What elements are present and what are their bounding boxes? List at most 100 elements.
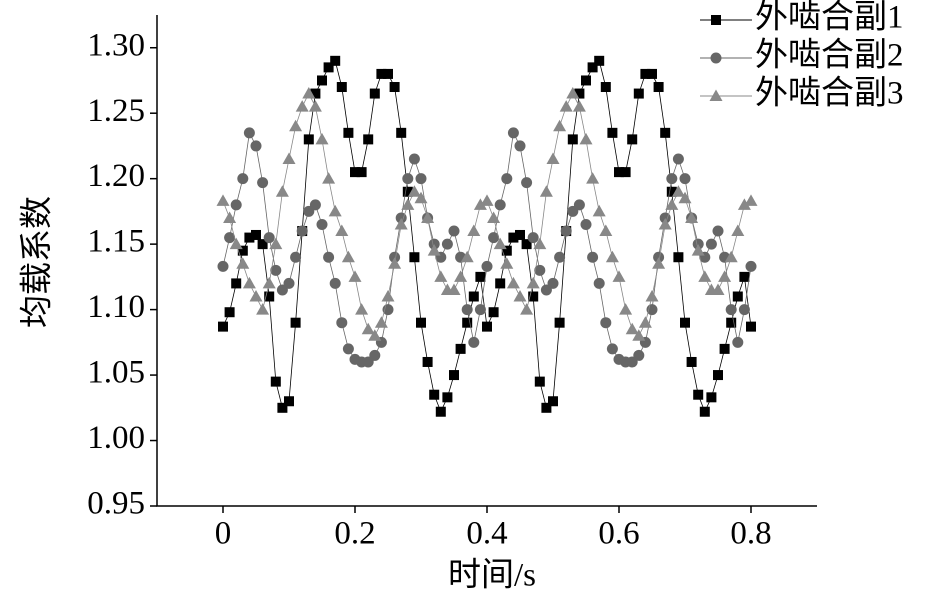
marker (460, 250, 474, 263)
marker (718, 270, 732, 282)
marker (323, 251, 335, 263)
marker (224, 307, 235, 318)
marker (593, 277, 605, 289)
marker (428, 238, 440, 250)
marker (713, 370, 723, 381)
marker (482, 321, 492, 332)
marker (731, 224, 745, 237)
marker (342, 343, 354, 355)
marker (369, 349, 381, 361)
marker (290, 251, 302, 263)
marker (737, 198, 751, 210)
axes (156, 15, 817, 507)
marker (475, 271, 486, 282)
marker (427, 244, 441, 256)
marker (257, 239, 268, 250)
marker (401, 198, 415, 210)
marker (513, 290, 527, 302)
marker (468, 336, 480, 348)
marker (712, 225, 724, 237)
marker (673, 252, 684, 263)
marker (508, 232, 519, 243)
marker (645, 290, 659, 302)
marker (295, 100, 309, 112)
marker (474, 304, 486, 316)
marker (323, 62, 334, 73)
x-tick-label: 0.2 (334, 516, 375, 552)
marker (653, 82, 664, 93)
marker (528, 291, 539, 302)
marker (605, 250, 619, 263)
marker (316, 218, 328, 230)
marker (223, 211, 237, 223)
marker (606, 343, 618, 355)
x-tick-label: 0.6 (598, 516, 639, 552)
marker (580, 218, 592, 230)
marker (574, 88, 585, 99)
marker (500, 257, 514, 269)
marker (506, 276, 520, 289)
legend-label: 外啮合副1 (755, 0, 904, 36)
marker (614, 167, 624, 178)
marker (625, 322, 639, 335)
marker (746, 321, 756, 332)
marker (653, 251, 665, 263)
marker (607, 127, 618, 138)
marker (224, 232, 236, 244)
marker (640, 68, 651, 79)
marker (494, 199, 506, 211)
marker (666, 173, 678, 185)
marker (329, 277, 341, 289)
y-axis-label: 均载系数 (19, 196, 56, 328)
marker (396, 127, 407, 138)
marker (706, 392, 717, 403)
marker (282, 152, 296, 165)
marker (680, 317, 690, 328)
marker (725, 304, 737, 316)
marker (283, 277, 295, 289)
y-tick-label: 1.00 (87, 420, 145, 456)
marker (521, 239, 532, 250)
marker (408, 153, 420, 165)
marker (328, 204, 342, 217)
marker (587, 251, 599, 263)
marker (539, 185, 553, 197)
marker (303, 134, 314, 145)
marker (382, 304, 394, 316)
marker (270, 264, 282, 276)
marker (407, 185, 421, 197)
marker (355, 303, 369, 315)
marker (330, 55, 341, 66)
marker (633, 349, 645, 361)
marker (724, 250, 738, 263)
marker (711, 283, 725, 295)
marker (633, 88, 644, 99)
marker (454, 270, 468, 282)
legend-label: 外啮合副2 (755, 37, 904, 74)
marker (567, 134, 578, 145)
marker (402, 186, 413, 197)
marker (462, 317, 473, 328)
marker (376, 68, 387, 79)
marker (592, 204, 606, 217)
marker (553, 119, 567, 132)
x-tick-label: 0 (215, 516, 232, 552)
marker (317, 75, 327, 86)
marker (237, 173, 249, 185)
marker (262, 276, 276, 289)
marker (521, 177, 533, 189)
marker (250, 140, 262, 152)
marker (738, 304, 750, 316)
marker (383, 68, 393, 79)
y-tick-label: 1.05 (87, 355, 145, 391)
marker (263, 232, 275, 244)
marker (236, 257, 250, 269)
marker (693, 389, 704, 400)
marker (586, 172, 600, 184)
x-axis-label: 时间/s (448, 558, 536, 594)
legend-marker (711, 15, 721, 25)
marker (678, 191, 692, 204)
marker (501, 173, 513, 185)
marker (374, 316, 388, 328)
marker (270, 376, 281, 387)
